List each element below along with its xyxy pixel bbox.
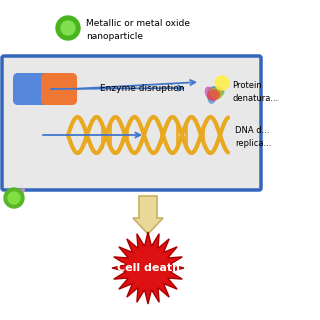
FancyBboxPatch shape [13, 73, 53, 105]
Ellipse shape [207, 89, 220, 100]
Polygon shape [112, 232, 184, 304]
Text: DNA d...: DNA d... [235, 125, 269, 134]
FancyBboxPatch shape [41, 73, 77, 105]
Circle shape [61, 21, 75, 35]
FancyArrow shape [133, 196, 163, 234]
Text: replica...: replica... [235, 139, 271, 148]
Circle shape [215, 76, 229, 90]
Ellipse shape [207, 86, 218, 104]
FancyBboxPatch shape [2, 56, 261, 190]
Text: Protein: Protein [232, 81, 262, 90]
Text: Enzyme disruption: Enzyme disruption [100, 84, 185, 92]
Text: denatura...: denatura... [232, 93, 278, 102]
Circle shape [8, 192, 20, 204]
Ellipse shape [209, 88, 222, 99]
Ellipse shape [207, 86, 225, 98]
Text: Metallic or metal oxide: Metallic or metal oxide [86, 19, 190, 28]
Ellipse shape [207, 87, 222, 101]
Text: Cell death: Cell death [116, 263, 180, 273]
Ellipse shape [205, 86, 216, 100]
Circle shape [4, 188, 24, 208]
Text: nanoparticle: nanoparticle [86, 31, 143, 41]
Circle shape [56, 16, 80, 40]
